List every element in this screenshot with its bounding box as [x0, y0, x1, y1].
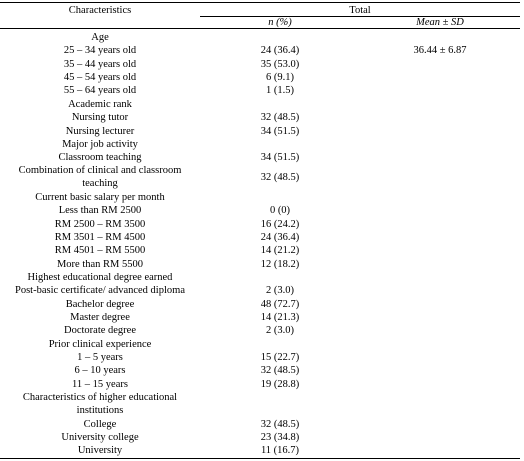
row-n-pct: 32 (48.5): [260, 172, 300, 183]
row-n-pct: 34 (51.5): [260, 152, 300, 163]
row-label: University: [77, 445, 123, 456]
row-label: RM 2500 – RM 3500: [54, 219, 146, 230]
top-rule: [0, 2, 520, 3]
header-mean-sd: Mean ± SD: [416, 17, 464, 28]
row-label: More than RM 5500: [56, 259, 144, 270]
row-label: University college: [61, 432, 139, 443]
header-characteristics: Characteristics: [68, 5, 132, 16]
row-n-pct: 32 (48.5): [260, 112, 300, 123]
row-label: Less than RM 2500: [58, 205, 142, 216]
row-label: College: [83, 419, 117, 430]
row-label: Bachelor degree: [65, 299, 135, 310]
row-label: Major job activity: [62, 139, 138, 150]
row-label: Prior clinical experience: [48, 339, 152, 350]
row-n-pct: 23 (34.8): [260, 432, 300, 443]
row-label: Current basic salary per month: [35, 192, 165, 203]
row-label: Post-basic certificate/ advanced diploma: [15, 285, 185, 296]
row-label: Nursing lecturer: [65, 126, 135, 137]
row-label: RM 4501 – RM 5500: [54, 245, 146, 256]
row-n-pct: 0 (0): [269, 205, 291, 216]
row-label: Doctorate degree: [64, 325, 136, 336]
header-total: Total: [349, 5, 371, 16]
row-label: Combination of clinical and classroom: [18, 165, 182, 176]
row-label: Highest educational degree earned: [27, 272, 173, 283]
row-n-pct: 14 (21.3): [260, 312, 300, 323]
row-label: Master degree: [70, 312, 130, 323]
row-label: Age: [91, 32, 109, 43]
row-label: 1 – 5 years: [77, 352, 123, 363]
row-n-pct: 14 (21.2): [260, 245, 300, 256]
row-label: 6 – 10 years: [74, 365, 126, 376]
row-n-pct: 19 (28.8): [260, 379, 300, 390]
row-n-pct: 24 (36.4): [260, 45, 300, 56]
row-n-pct: 11 (16.7): [260, 445, 300, 456]
row-label: Nursing tutor: [71, 112, 129, 123]
row-label: Classroom teaching: [58, 152, 142, 163]
row-label: Characteristics of higher educational: [22, 392, 178, 403]
row-n-pct: 1 (1.5): [266, 85, 294, 96]
total-span-rule: [200, 16, 520, 17]
row-n-pct: 32 (48.5): [260, 365, 300, 376]
row-n-pct: 6 (9.1): [266, 72, 294, 83]
row-label: 55 – 64 years old: [63, 85, 137, 96]
row-label: 11 – 15 years: [72, 379, 128, 390]
row-n-pct: 2 (3.0): [266, 325, 294, 336]
row-mean-sd: 36.44 ± 6.87: [413, 45, 467, 56]
row-label-continued: institutions: [76, 405, 124, 416]
header-n-pct: n (%): [268, 17, 292, 28]
row-n-pct: 16 (24.2): [260, 219, 300, 230]
row-label: RM 3501 – RM 4500: [54, 232, 146, 243]
header-bottom-rule: [0, 28, 520, 29]
row-label: Academic rank: [68, 99, 132, 110]
row-n-pct: 12 (18.2): [260, 259, 300, 270]
row-label: 25 – 34 years old: [63, 45, 137, 56]
row-label: 45 – 54 years old: [63, 72, 137, 83]
row-n-pct: 32 (48.5): [260, 419, 300, 430]
row-n-pct: 48 (72.7): [260, 299, 300, 310]
row-n-pct: 24 (36.4): [260, 232, 300, 243]
row-label-continued: teaching: [82, 178, 118, 189]
row-n-pct: 15 (22.7): [260, 352, 300, 363]
row-n-pct: 35 (53.0): [260, 59, 300, 70]
row-n-pct: 34 (51.5): [260, 126, 300, 137]
row-label: 35 – 44 years old: [63, 59, 137, 70]
bottom-rule: [0, 458, 520, 459]
row-n-pct: 2 (3.0): [266, 285, 294, 296]
